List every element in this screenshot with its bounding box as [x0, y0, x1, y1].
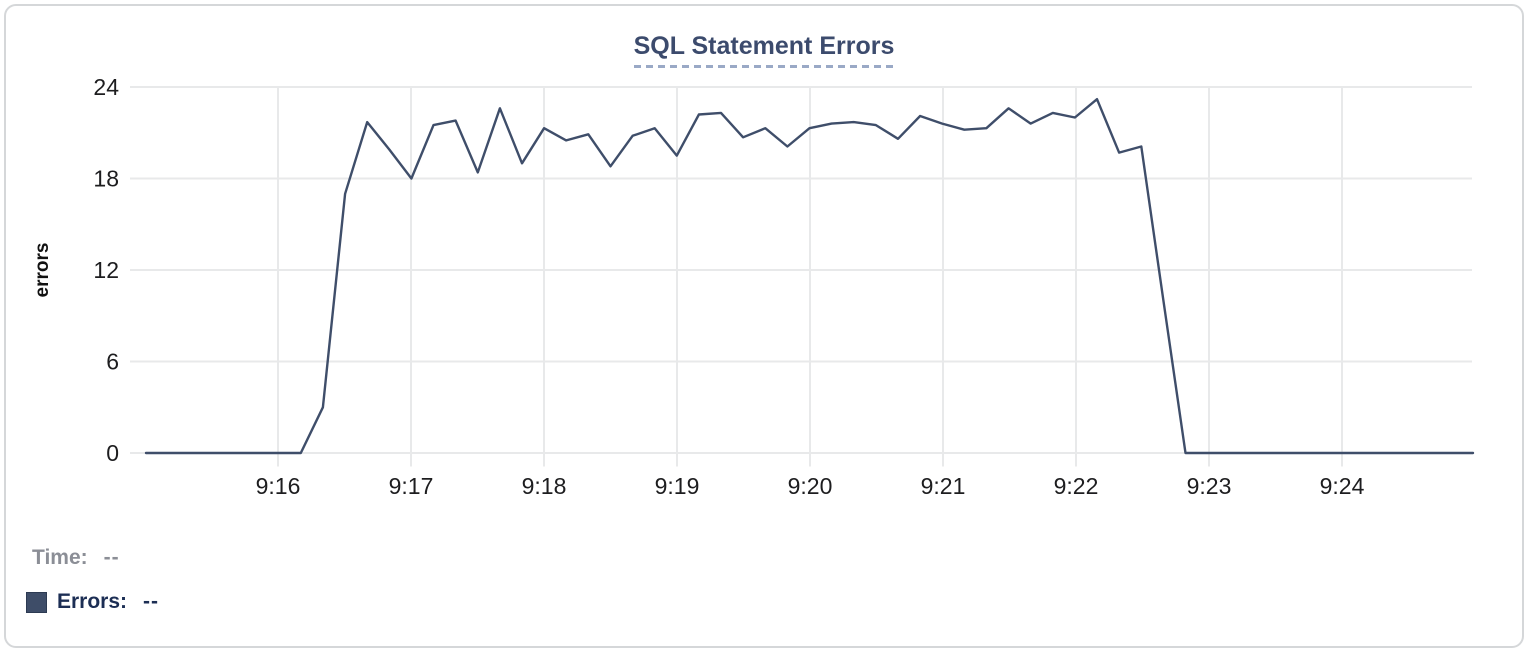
x-tick-label: 9:18 — [522, 473, 567, 499]
x-tick-label: 9:22 — [1054, 473, 1099, 499]
x-tick-label: 9:21 — [921, 473, 966, 499]
x-tick-label: 9:17 — [389, 473, 434, 499]
metric-chart-card: SQL Statement Errors 9:16 9:17 9:18 9:19 9:2… — [4, 4, 1524, 648]
y-tick-label: 24 — [93, 74, 119, 100]
x-tick-label: 9:23 — [1187, 473, 1232, 499]
time-readout-label: Time: — [32, 546, 88, 569]
chart-svg[interactable]: 9:16 9:17 9:18 9:19 9:20 9:21 9:22 9:23 9:24 0 6 12… — [6, 6, 1524, 522]
y-tick-label: 18 — [93, 166, 119, 192]
errors-readout-row: Errors: -- — [26, 590, 159, 614]
y-tick-label: 0 — [106, 440, 119, 466]
x-tick-label: 9:20 — [788, 473, 833, 499]
chart-title-link[interactable]: SQL Statement Errors — [633, 32, 895, 68]
time-readout-row: Time: -- — [32, 546, 120, 570]
errors-legend-swatch-icon — [26, 591, 47, 613]
time-readout-value: -- — [103, 546, 120, 569]
y-axis-title: errors — [32, 243, 53, 298]
errors-readout-label: Errors: — [57, 590, 128, 613]
y-tick-label: 6 — [106, 349, 119, 375]
errors-series-line — [144, 97, 1475, 455]
x-tick-label: 9:19 — [655, 473, 700, 499]
x-tick-label: 9:16 — [256, 473, 301, 499]
errors-readout-value: -- — [143, 590, 160, 613]
y-tick-label: 12 — [93, 257, 119, 283]
chart-title-row: SQL Statement Errors — [6, 32, 1522, 68]
x-tick-label: 9:24 — [1320, 473, 1365, 499]
